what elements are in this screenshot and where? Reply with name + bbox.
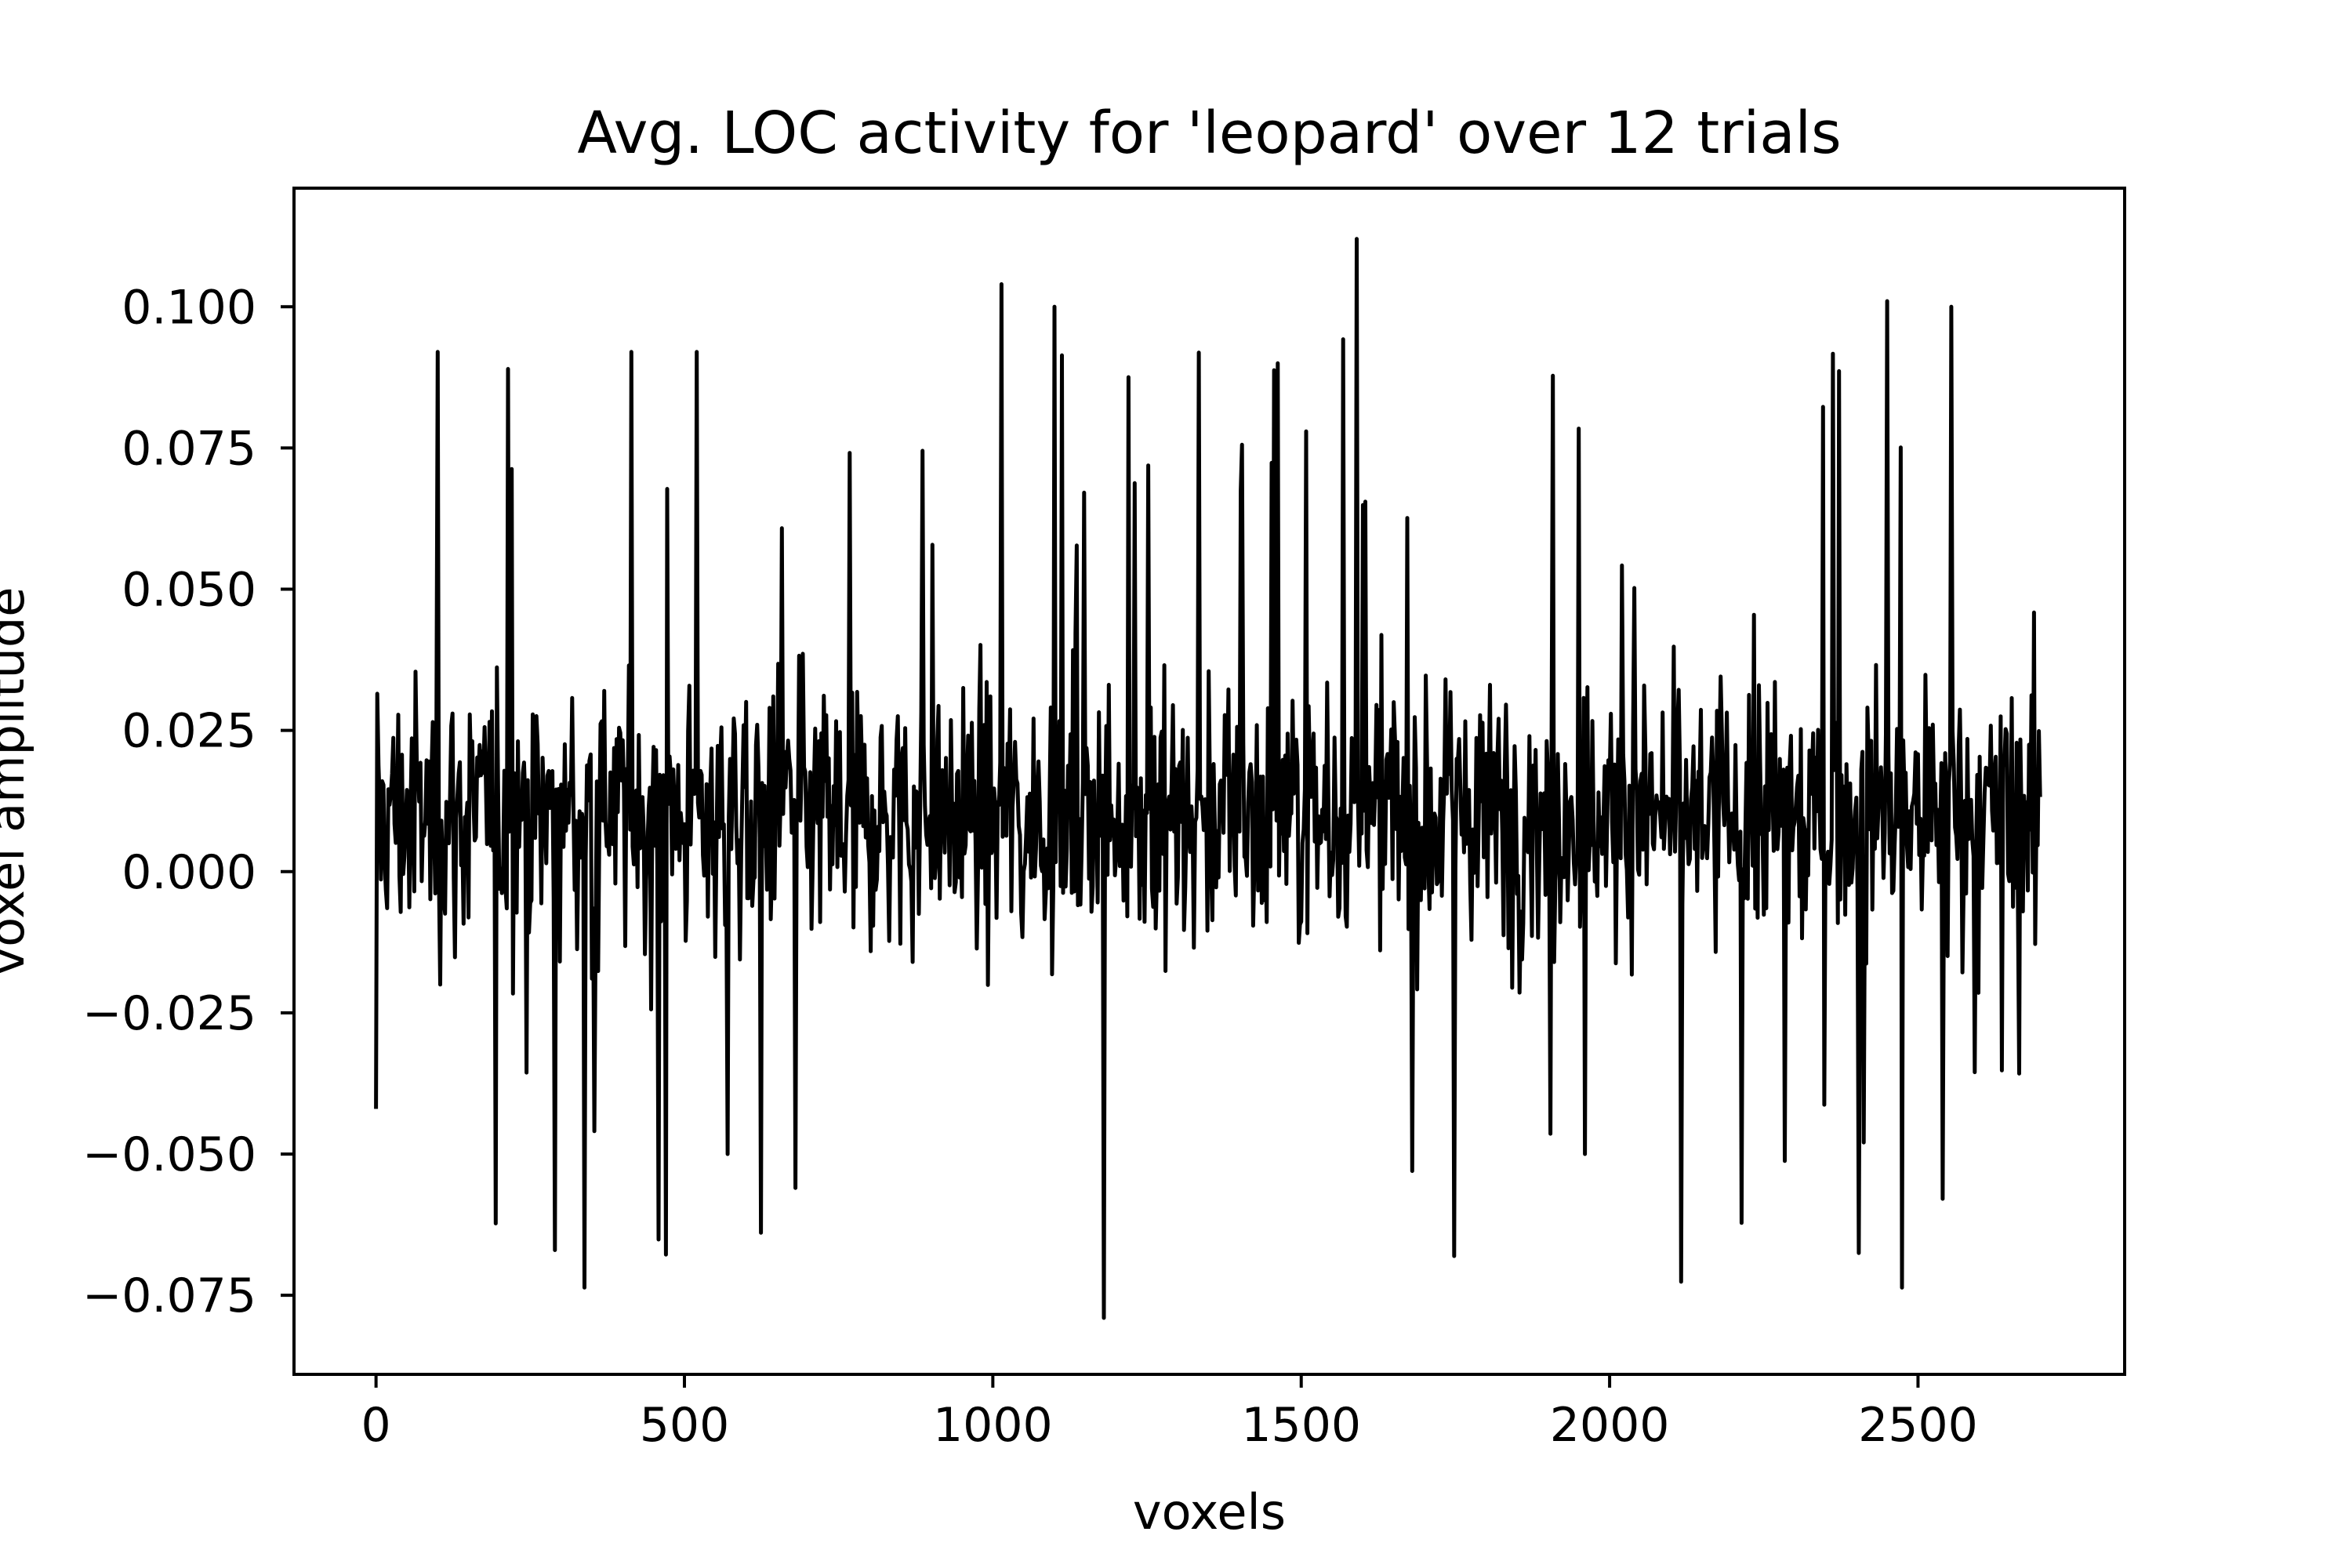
y-tick-label: 0.050 <box>122 563 256 618</box>
y-tick-label: −0.025 <box>82 986 256 1041</box>
plot-area-frame <box>292 187 2126 1376</box>
x-axis-ticks: 0 500 1000 1500 2000 2500 <box>361 1374 1978 1453</box>
x-tick-label: 0 <box>361 1398 391 1453</box>
y-tick-label: 0.100 <box>122 280 256 335</box>
y-axis-ticks: −0.075 −0.050 −0.025 0.000 0.025 0.050 0.075 0.… <box>82 280 294 1323</box>
y-tick-label: −0.075 <box>82 1269 256 1323</box>
chart-title: Avg. LOC activity for 'leopard' over 12 … <box>577 100 1841 167</box>
x-axis-label: voxels <box>1133 1483 1286 1541</box>
x-tick-label: 500 <box>640 1398 730 1453</box>
series-line <box>374 237 2042 1320</box>
y-axis-label: voxel amplitude <box>0 587 35 976</box>
x-tick-label: 1500 <box>1241 1398 1361 1453</box>
y-tick-label: 0.025 <box>122 704 256 759</box>
x-tick-label: 1000 <box>933 1398 1053 1453</box>
x-tick-label: 2500 <box>1858 1398 1978 1453</box>
y-tick-label: 0.000 <box>122 845 256 900</box>
x-tick-label: 2000 <box>1550 1398 1670 1453</box>
y-tick-label: −0.050 <box>82 1127 256 1182</box>
y-tick-label: 0.075 <box>122 421 256 476</box>
